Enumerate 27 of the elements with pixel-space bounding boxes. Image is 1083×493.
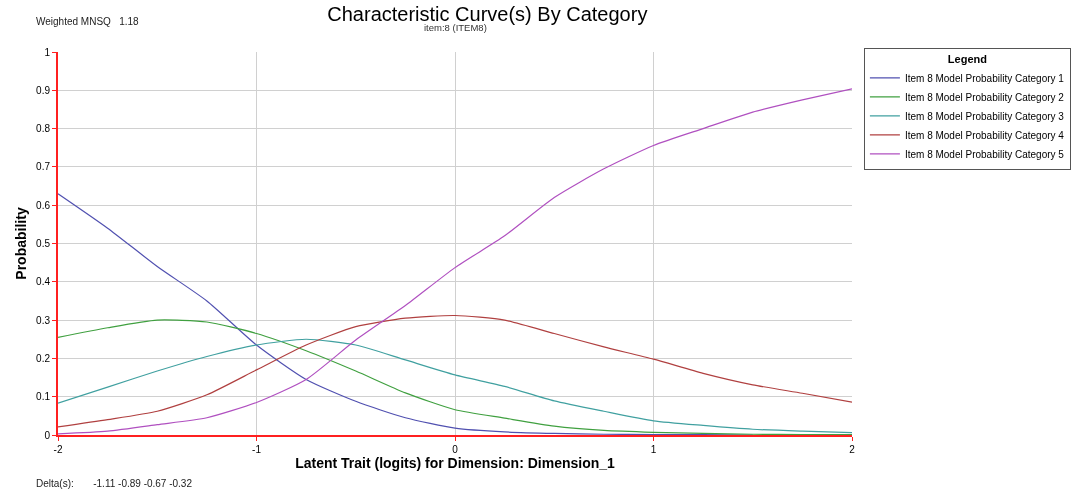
y-tick-label: 0.9 — [36, 84, 51, 96]
legend-label: Item 8 Model Probability Category 3 — [904, 110, 1065, 122]
x-tick-label: 0 — [452, 444, 459, 455]
y-tick-label: 0.7 — [36, 161, 51, 173]
chart-subtitle: item:8 (ITEM8) — [424, 22, 487, 33]
legend-label: Item 8 Model Probability Category 4 — [904, 129, 1065, 141]
x-tick-label: -2 — [53, 444, 63, 455]
x-tick-label: 1 — [650, 444, 657, 455]
y-tick-label: 0.8 — [36, 123, 51, 135]
x-axis-title: Latent Trait (logits) for Dimension: Dimension_1 — [295, 455, 616, 471]
x-tick-label: -1 — [252, 444, 262, 455]
legend-label: Item 8 Model Probability Category 2 — [904, 91, 1065, 103]
y-tick-label: 0.1 — [36, 391, 51, 403]
y-tick-label: 0 — [44, 429, 51, 441]
y-tick-label: 0.2 — [36, 352, 51, 364]
legend-label: Item 8 Model Probability Category 1 — [904, 72, 1065, 84]
y-tick-label: 0.6 — [36, 199, 51, 211]
y-tick-label: 0.3 — [36, 314, 51, 326]
y-tick-label: 1 — [44, 46, 51, 58]
y-axis-title: Probability — [13, 207, 30, 280]
legend-label: Item 8 Model Probability Category 5 — [904, 148, 1065, 160]
legend-title: Legend — [947, 53, 987, 66]
text: Delta(s): -1.11 -0.89 -0.67 -0.32 — [36, 478, 193, 489]
y-tick-label: 0.4 — [36, 276, 51, 288]
x-tick-label: 2 — [849, 444, 856, 455]
y-tick-label: 0.5 — [36, 238, 51, 249]
text: Weighted MNSQ 1.18 — [36, 16, 140, 27]
